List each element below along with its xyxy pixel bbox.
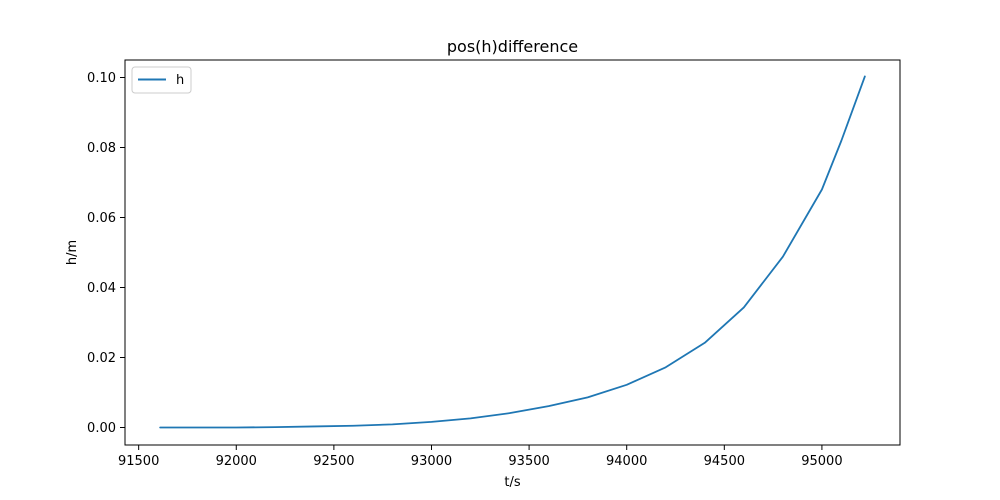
y-tick-label: 0.00 <box>87 421 116 436</box>
y-tick-label: 0.10 <box>87 71 116 86</box>
x-tick-label: 92500 <box>313 454 354 469</box>
x-tick-label: 93500 <box>508 454 549 469</box>
x-tick-label: 94500 <box>704 454 745 469</box>
x-axis: 91500 92000 92500 93000 93500 94000 94500 95000 <box>118 445 843 469</box>
chart-title: pos(h)difference <box>447 37 578 56</box>
series-layer <box>159 75 866 429</box>
y-tick-label: 0.06 <box>87 211 116 226</box>
plot-area <box>124 59 901 446</box>
y-axis: 0.00 0.02 0.04 0.06 0.08 0.10 <box>87 71 125 436</box>
y-axis-label: h/m <box>65 240 80 265</box>
legend: h <box>131 66 192 94</box>
y-tick-label: 0.08 <box>87 141 116 156</box>
x-tick-label: 93000 <box>411 454 452 469</box>
x-tick-label: 91500 <box>118 454 159 469</box>
x-tick-label: 95000 <box>801 454 842 469</box>
legend-label-h: h <box>176 73 184 88</box>
plot-frame <box>124 59 901 446</box>
x-tick-label: 92000 <box>216 454 257 469</box>
y-tick-label: 0.02 <box>87 351 116 366</box>
series-line-h <box>159 75 866 429</box>
x-axis-label: t/s <box>504 475 520 490</box>
x-tick-label: 94000 <box>606 454 647 469</box>
y-tick-label: 0.04 <box>87 281 116 296</box>
